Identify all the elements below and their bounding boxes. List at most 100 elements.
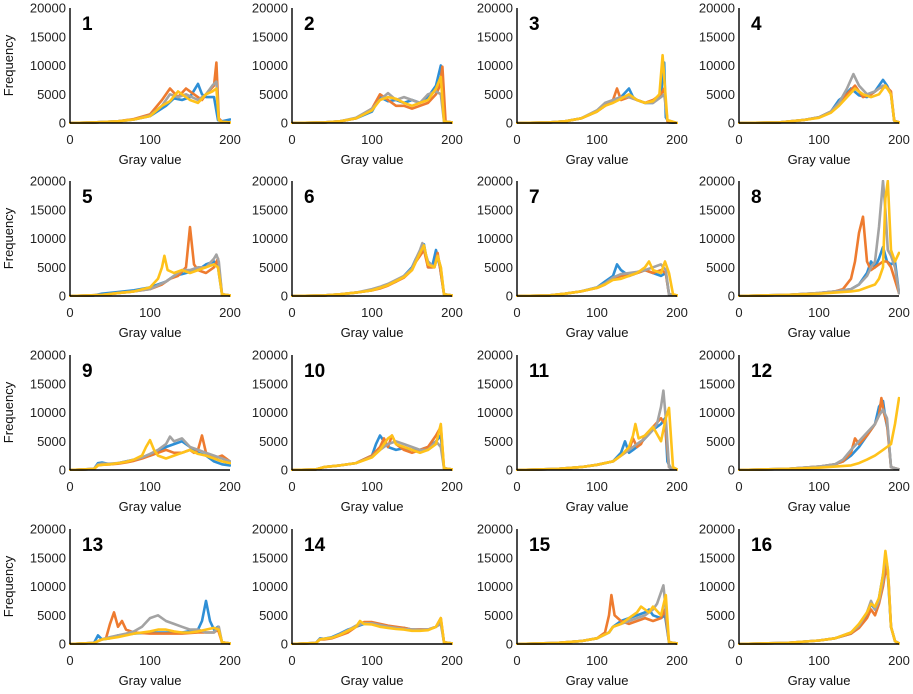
x-axis-label: Gray value [566, 152, 629, 167]
x-tick-label: 100 [361, 653, 383, 668]
chart-panel-7: 0 5000 10000 15000 20000 0 100 200 Gray value 7 [477, 174, 688, 341]
x-axis-label: Gray value [119, 152, 182, 167]
x-tick-label: 0 [66, 132, 73, 147]
y-tick-label: 20000 [477, 348, 513, 363]
series-line-yellow [516, 406, 678, 471]
chart-panel-3: 0 5000 10000 15000 20000 0 100 200 Gray value 3 [477, 1, 688, 168]
y-axis-label: Frequency [1, 381, 16, 443]
x-tick-label: 0 [513, 479, 520, 494]
chart-panel-4: 0 5000 10000 15000 20000 0 100 200 Gray value 4 [699, 1, 910, 168]
x-tick-label: 0 [66, 653, 73, 668]
x-axis-label: Gray value [788, 499, 851, 514]
y-tick-label: 0 [59, 116, 66, 131]
series-line-yellow [516, 260, 678, 297]
y-tick-label: 10000 [252, 405, 288, 420]
x-tick-label: 0 [513, 653, 520, 668]
series-line-gray [738, 553, 900, 645]
x-tick-label: 100 [139, 479, 161, 494]
series-line-yellow [69, 438, 231, 471]
y-tick-label: 0 [506, 289, 513, 304]
y-tick-label: 5000 [259, 260, 288, 275]
x-axis-label: Gray value [788, 152, 851, 167]
y-tick-label: 10000 [699, 231, 735, 246]
y-tick-label: 10000 [477, 579, 513, 594]
series-line-gray [738, 72, 900, 124]
x-tick-label: 0 [288, 653, 295, 668]
x-tick-label: 200 [888, 305, 910, 320]
x-axis-label: Gray value [566, 499, 629, 514]
y-tick-label: 0 [728, 289, 735, 304]
panel-number: 5 [82, 187, 93, 208]
x-tick-label: 100 [139, 653, 161, 668]
panel-number: 2 [304, 14, 315, 35]
y-tick-label: 0 [728, 463, 735, 478]
x-tick-label: 200 [666, 479, 688, 494]
series-line-gray [291, 90, 453, 124]
y-tick-label: 15000 [30, 376, 66, 391]
x-tick-label: 100 [586, 305, 608, 320]
y-tick-label: 10000 [252, 231, 288, 246]
panel-number: 13 [82, 535, 103, 556]
y-tick-label: 0 [59, 289, 66, 304]
chart-panel-16: 0 5000 10000 15000 20000 0 100 200 Gray value 16 [699, 522, 910, 689]
panel-number: 3 [529, 14, 540, 35]
y-axis-label: Frequency [1, 555, 16, 617]
y-tick-label: 15000 [477, 29, 513, 44]
chart-panel-11: 0 5000 10000 15000 20000 0 100 200 Gray value 11 [477, 348, 688, 515]
chart-panel-8: 0 5000 10000 15000 20000 0 100 200 Gray value 8 [699, 174, 910, 341]
x-tick-label: 100 [586, 132, 608, 147]
panel-number: 6 [304, 187, 315, 208]
y-tick-label: 10000 [477, 405, 513, 420]
x-tick-label: 200 [888, 479, 910, 494]
x-tick-label: 0 [288, 132, 295, 147]
series-line-yellow [69, 87, 231, 124]
x-axis-label: Gray value [341, 152, 404, 167]
chart-panel-10: 0 5000 10000 15000 20000 0 100 200 Gray value 10 [252, 348, 463, 515]
x-tick-label: 0 [735, 479, 742, 494]
y-tick-label: 0 [506, 463, 513, 478]
y-tick-label: 20000 [252, 522, 288, 537]
series-line-gray [291, 241, 453, 297]
series-line-gray [291, 621, 453, 645]
x-tick-label: 0 [513, 305, 520, 320]
y-tick-label: 20000 [30, 1, 66, 16]
x-tick-label: 0 [288, 479, 295, 494]
y-tick-label: 5000 [37, 434, 66, 449]
series-line-gray [69, 253, 231, 297]
y-tick-label: 5000 [706, 434, 735, 449]
x-axis-label: Gray value [119, 673, 182, 688]
y-tick-label: 15000 [252, 376, 288, 391]
series-line-yellow [738, 84, 900, 124]
panel-number: 16 [751, 535, 772, 556]
x-axis-label: Gray value [341, 325, 404, 340]
x-tick-label: 200 [219, 479, 241, 494]
x-tick-label: 0 [66, 479, 73, 494]
series-line-orange [738, 396, 900, 471]
y-tick-label: 10000 [30, 405, 66, 420]
x-tick-label: 100 [586, 479, 608, 494]
series-line-blue [291, 434, 453, 471]
chart-panel-15: 0 5000 10000 15000 20000 0 100 200 Gray value 15 [477, 522, 688, 689]
y-tick-label: 0 [728, 116, 735, 131]
x-tick-label: 200 [888, 653, 910, 668]
series-line-gray [516, 389, 678, 471]
x-tick-label: 100 [361, 479, 383, 494]
x-tick-label: 200 [441, 305, 463, 320]
y-tick-label: 10000 [699, 58, 735, 73]
panel-number: 9 [82, 361, 93, 382]
series-line-blue [738, 399, 900, 471]
x-tick-label: 0 [735, 653, 742, 668]
panel-number: 8 [751, 187, 762, 208]
y-tick-label: 15000 [477, 376, 513, 391]
x-axis-label: Gray value [788, 673, 851, 688]
panel-number: 10 [304, 361, 325, 382]
y-tick-label: 5000 [259, 434, 288, 449]
y-tick-label: 15000 [699, 376, 735, 391]
x-tick-label: 200 [219, 653, 241, 668]
y-tick-label: 10000 [30, 579, 66, 594]
y-tick-label: 20000 [30, 348, 66, 363]
y-tick-label: 20000 [699, 522, 735, 537]
x-tick-label: 200 [666, 132, 688, 147]
y-tick-label: 15000 [30, 202, 66, 217]
series-line-orange [516, 87, 678, 124]
